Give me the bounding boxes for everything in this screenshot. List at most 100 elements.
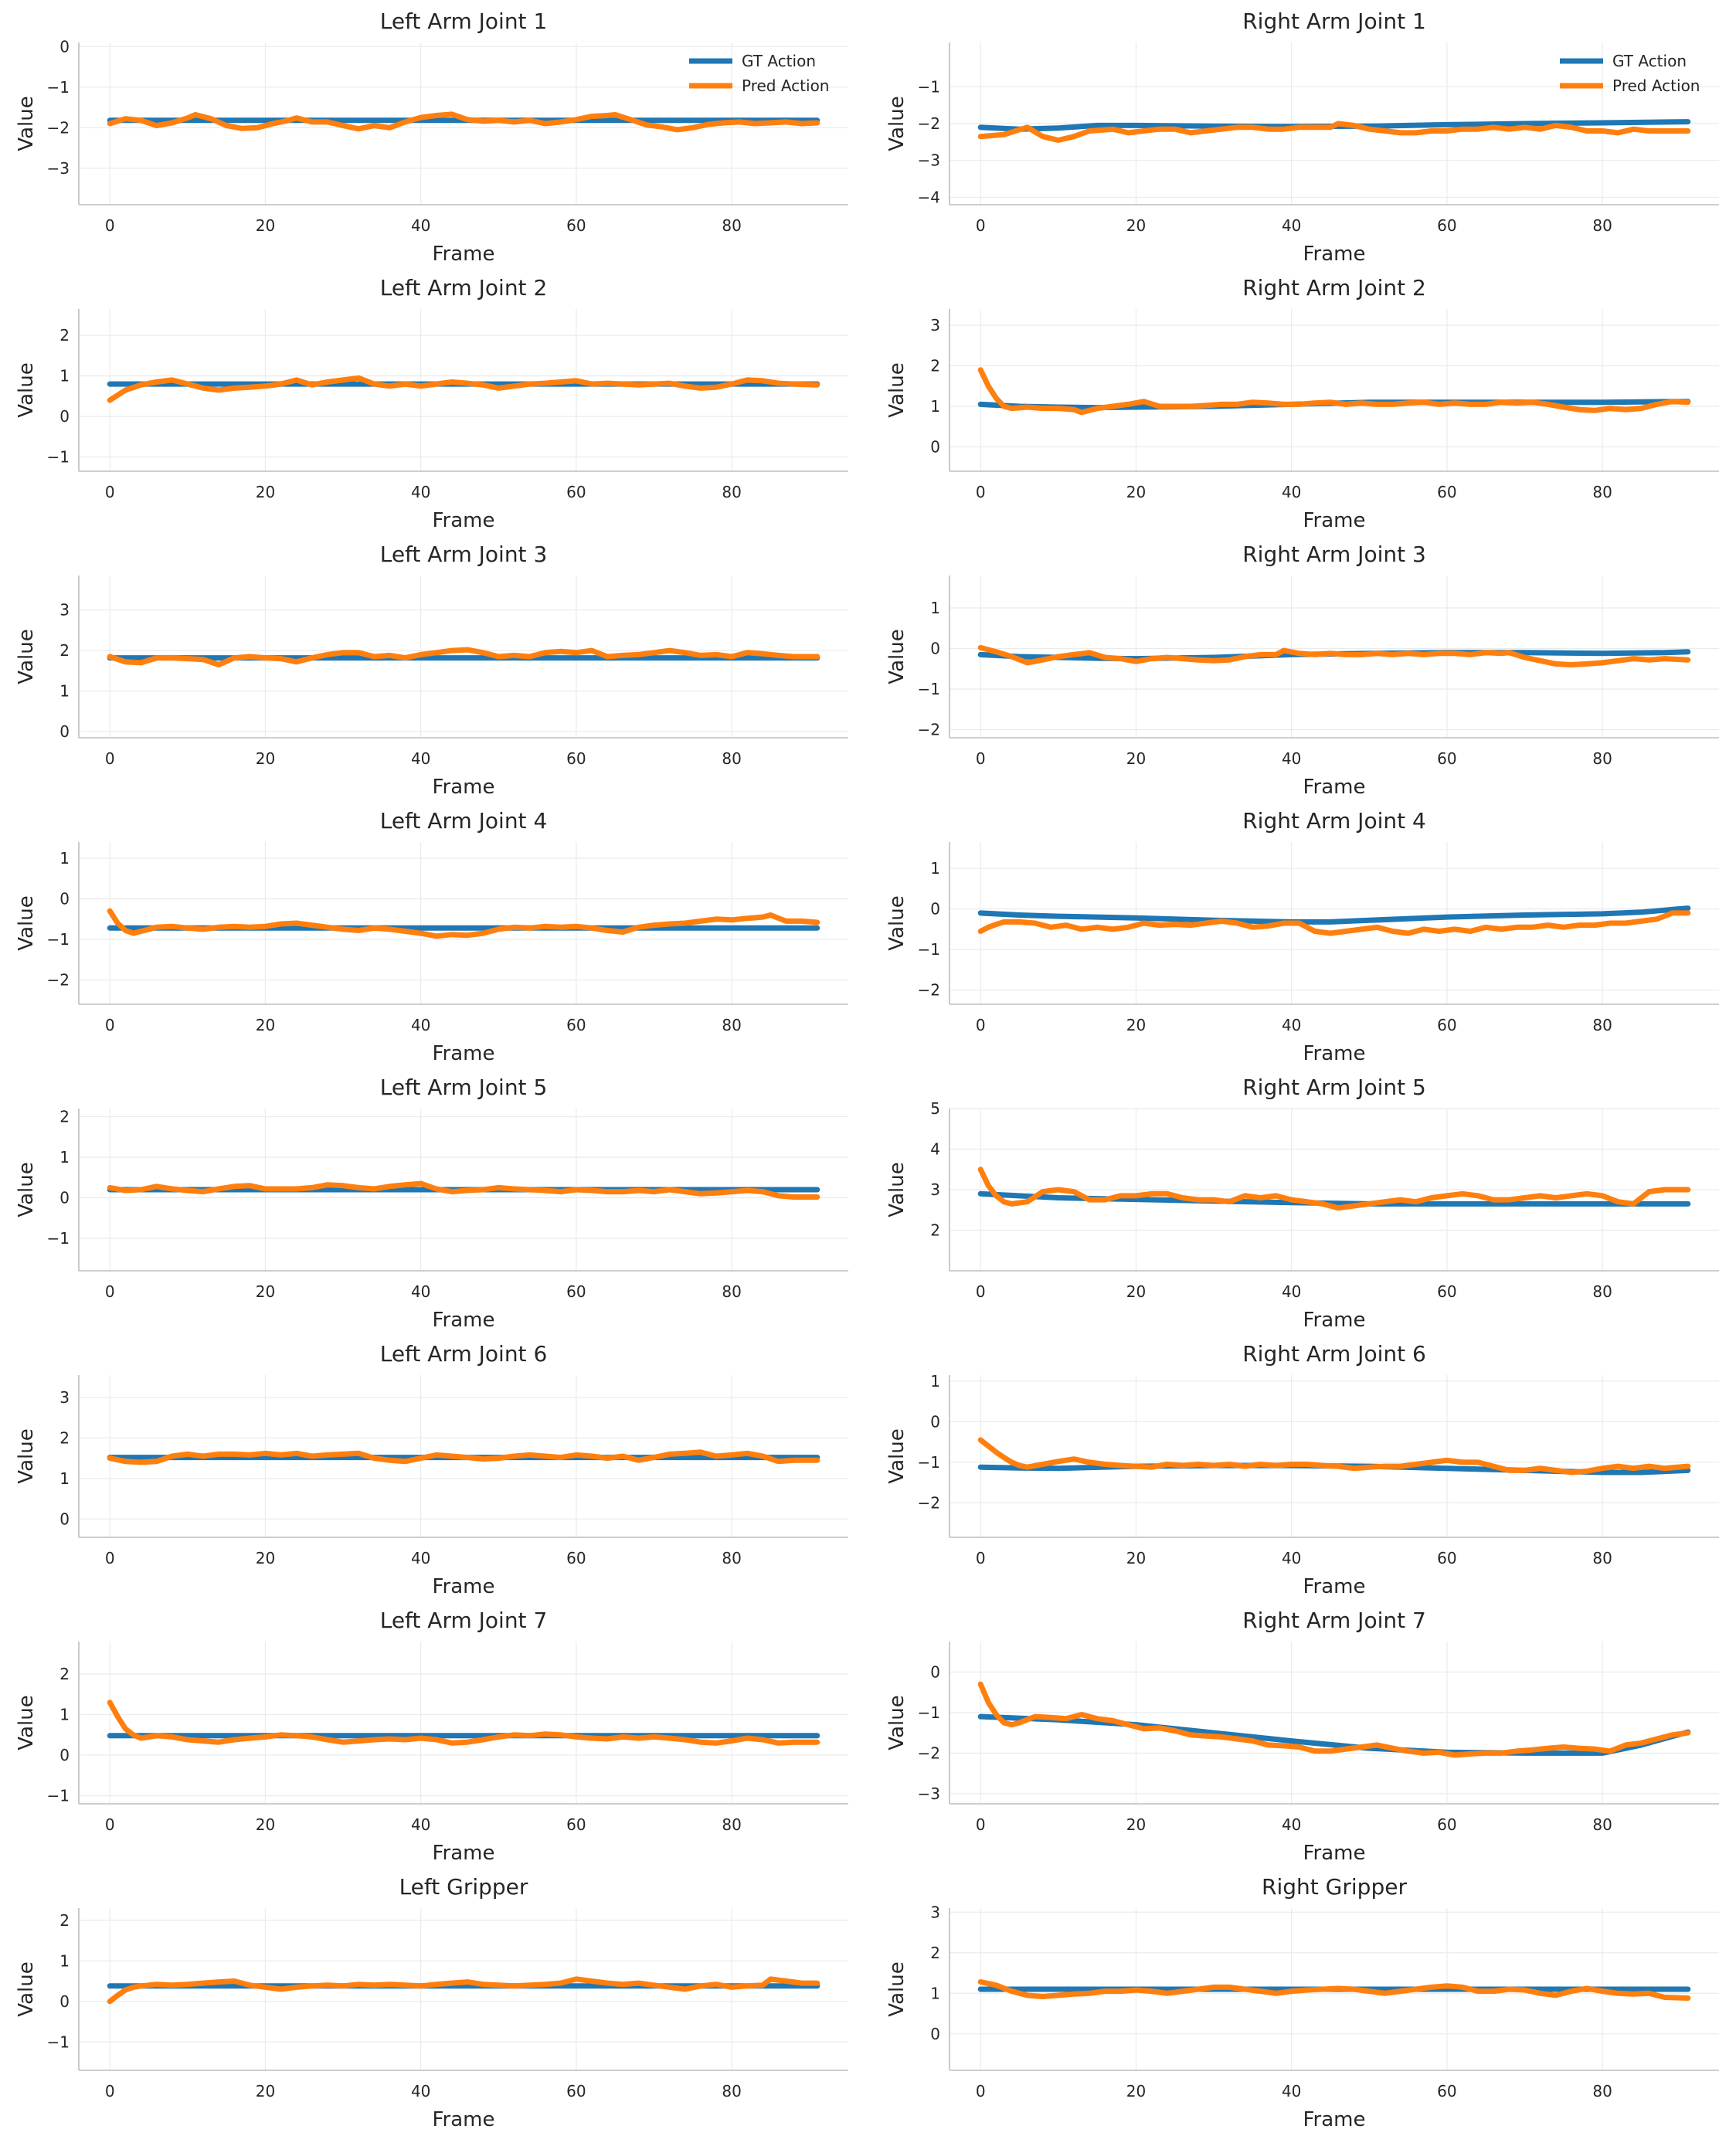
y-tick-label: 3 [930,1903,940,1921]
x-tick-label: 0 [105,1815,115,1834]
y-tick-label: 0 [930,2025,940,2043]
x-tick-label: 0 [105,1016,115,1034]
x-tick-label: 20 [1126,1282,1146,1301]
legend-entry: Pred Action [1612,76,1700,95]
x-axis-label: Frame [432,1309,494,1332]
y-axis-label: Value [15,362,38,417]
y-tick-label: −3 [918,1785,940,1803]
x-tick-label: 80 [1592,1016,1612,1034]
x-tick-label: 40 [411,2082,430,2100]
pred-action-line [107,111,820,133]
x-tick-label: 0 [976,1282,986,1301]
y-axis-label: Value [885,1162,909,1217]
y-tick-label: 0 [930,900,940,919]
y-tick-label: −1 [47,2032,70,2051]
y-tick-label: 2 [59,326,70,345]
y-axis-label: Value [15,895,38,950]
y-axis-label: Value [15,1428,38,1483]
y-axis-label: Value [885,1961,909,2016]
y-tick-label: −2 [918,114,940,133]
legend-entry: Pred Action [742,76,830,95]
x-tick-label: 40 [1282,1815,1301,1834]
subplot-5: 0 20 40 60 80 3 2 1 0 Left Arm Joint 3 Frame Value [15,542,848,799]
y-axis-label: Value [15,629,38,684]
y-tick-label: −1 [47,78,70,97]
subplot-title: Right Arm Joint 1 [1242,8,1426,34]
y-tick-label: 1 [59,849,70,868]
x-tick-label: 0 [976,1016,986,1034]
y-tick-label: −1 [47,930,70,949]
subplot-title: Left Gripper [399,1874,528,1900]
subplot-9: 0 20 40 60 80 2 1 0 −1 Left Arm Joint 5 Frame Value [15,1075,848,1332]
x-tick-label: 60 [566,1549,586,1567]
pred-action-line [977,910,1691,936]
pred-action-line [977,1437,1691,1476]
x-axis-label: Frame [432,509,494,532]
x-tick-label: 80 [1592,2082,1612,2100]
x-tick-label: 0 [105,216,115,235]
y-tick-label: 0 [59,407,70,426]
subplot-title: Right Arm Joint 6 [1242,1341,1426,1367]
x-axis-label: Frame [432,1042,494,1065]
x-tick-label: 80 [722,483,741,501]
x-axis-label: Frame [432,1575,494,1598]
x-tick-label: 60 [1437,2082,1456,2100]
pred-action-line [107,1976,820,2005]
x-tick-label: 20 [1126,749,1146,768]
y-tick-label: 1 [59,1951,70,1970]
x-tick-label: 80 [722,1815,741,1834]
x-tick-label: 80 [1592,1282,1612,1301]
x-axis-label: Frame [432,2108,494,2131]
y-tick-label: 2 [59,1665,70,1683]
y-tick-label: 1 [930,1372,940,1391]
y-tick-label: −3 [47,159,70,178]
x-tick-label: 60 [1437,749,1456,768]
subplot-title: Left Arm Joint 7 [380,1608,548,1633]
y-tick-label: −1 [47,1787,70,1805]
x-axis-label: Frame [432,243,494,266]
x-tick-label: 0 [976,483,986,501]
pred-action-line [107,375,820,403]
x-tick-label: 40 [1282,483,1301,501]
x-tick-label: 20 [256,1016,275,1034]
x-tick-label: 20 [256,2082,275,2100]
y-tick-label: 1 [59,367,70,385]
x-tick-label: 40 [411,1282,430,1301]
y-axis-label: Value [15,96,38,151]
x-tick-label: 20 [1126,1549,1146,1567]
y-tick-label: 1 [930,859,940,878]
y-tick-label: −1 [47,448,70,467]
x-tick-label: 80 [1592,483,1612,501]
x-tick-label: 80 [1592,1815,1612,1834]
y-tick-label: −1 [918,680,940,698]
y-tick-label: 2 [930,357,940,375]
y-tick-label: 2 [59,1108,70,1126]
subplot-title: Left Arm Joint 6 [380,1341,548,1367]
x-tick-label: 0 [105,2082,115,2100]
x-tick-label: 40 [411,216,430,235]
x-tick-label: 20 [256,1282,275,1301]
x-tick-label: 40 [411,483,430,501]
y-tick-label: −2 [918,1744,940,1762]
x-tick-label: 20 [256,749,275,768]
y-tick-label: 3 [930,316,940,334]
x-tick-label: 0 [976,749,986,768]
x-tick-label: 40 [1282,216,1301,235]
x-tick-label: 0 [976,1549,986,1567]
subplot-3: 0 20 40 60 80 2 1 0 −1 Left Arm Joint 2 Frame Value [15,275,848,532]
subplot-2: 0 20 40 60 80 −1 −2 −3 −4 Right Arm Joint 1 Frame V… [885,8,1719,266]
subplot-16: 0 20 40 60 80 3 2 1 0 Right Gripper Frame Value [885,1874,1719,2131]
pred-action-line [977,121,1691,143]
x-tick-label: 80 [722,2082,741,2100]
x-tick-label: 0 [976,2082,986,2100]
x-tick-label: 40 [1282,1549,1301,1567]
pred-action-line [977,1166,1691,1211]
x-tick-label: 60 [1437,1016,1456,1034]
x-axis-label: Frame [1303,2108,1365,2131]
y-tick-label: 0 [59,1746,70,1764]
subplot-11: 0 20 40 60 80 3 2 1 0 Left Arm Joint 6 Frame Value [15,1341,848,1598]
subplot-7: 0 20 40 60 80 1 0 −1 −2 Left Arm Joint 4 Frame Valu… [15,808,848,1065]
x-tick-label: 60 [1437,483,1456,501]
x-tick-label: 20 [1126,1815,1146,1834]
y-tick-label: 0 [59,1189,70,1207]
